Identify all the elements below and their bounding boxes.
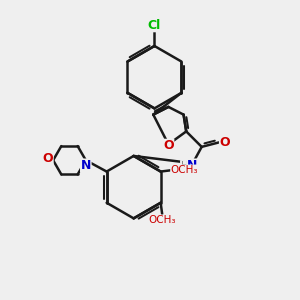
Text: O: O — [220, 136, 230, 149]
Text: H: H — [181, 160, 188, 171]
Text: O: O — [163, 139, 174, 152]
Text: N: N — [187, 159, 197, 172]
Text: O: O — [43, 152, 53, 165]
Text: OCH₃: OCH₃ — [171, 165, 198, 175]
Text: Cl: Cl — [148, 19, 161, 32]
Text: OCH₃: OCH₃ — [148, 215, 176, 225]
Text: N: N — [81, 159, 91, 172]
